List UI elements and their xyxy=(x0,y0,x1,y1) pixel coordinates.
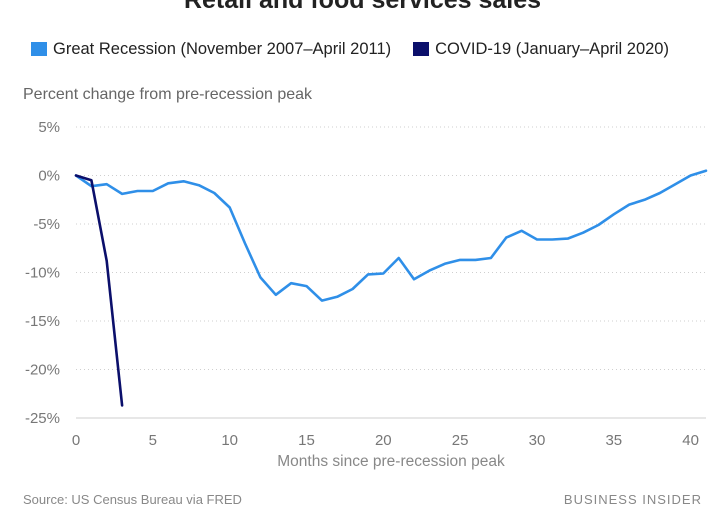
x-tick-label: 35 xyxy=(605,432,622,449)
series-line-covid xyxy=(74,174,124,407)
x-tick-label: 10 xyxy=(221,432,238,449)
y-tick-label: 0% xyxy=(38,168,60,185)
x-tick-label: 5 xyxy=(149,432,157,449)
x-axis-ticks: 0 5 10 15 20 25 30 35 40 xyxy=(72,432,699,449)
y-axis-label: Percent change from pre-recession peak xyxy=(23,86,313,103)
y-tick-label: 5% xyxy=(38,119,60,136)
x-tick-label: 25 xyxy=(452,432,469,449)
legend-swatch-covid xyxy=(413,42,430,56)
y-tick-label: -5% xyxy=(33,216,60,233)
x-tick-label: 15 xyxy=(298,432,315,449)
series-lines xyxy=(74,169,708,407)
legend-item-great-recession: Great Recession (November 2007–April 201… xyxy=(31,40,391,59)
legend-label-covid: COVID-19 (January–April 2020) xyxy=(435,39,669,58)
y-axis-ticks: 5% 0% -5% -10% -15% -20% -25% xyxy=(25,119,60,427)
legend-label-great-recession: Great Recession (November 2007–April 201… xyxy=(53,39,392,58)
chart-title: Retail and food services sales xyxy=(183,0,542,14)
x-tick-label: 20 xyxy=(375,432,392,449)
x-tick-label: 40 xyxy=(682,432,699,449)
x-axis-label: Months since pre-recession peak xyxy=(277,453,505,470)
gridlines xyxy=(76,126,706,419)
x-tick-label: 0 xyxy=(72,432,80,449)
legend: Great Recession (November 2007–April 201… xyxy=(31,38,691,60)
y-tick-label: -25% xyxy=(25,410,60,427)
y-tick-label: -20% xyxy=(25,362,60,379)
y-tick-label: -10% xyxy=(25,265,60,282)
y-tick-label: -15% xyxy=(25,313,60,330)
legend-swatch-great-recession xyxy=(31,42,47,56)
series-line-great-recession xyxy=(74,169,708,302)
x-tick-label: 30 xyxy=(529,432,546,449)
legend-item-covid: COVID-19 (January–April 2020) xyxy=(413,40,669,59)
